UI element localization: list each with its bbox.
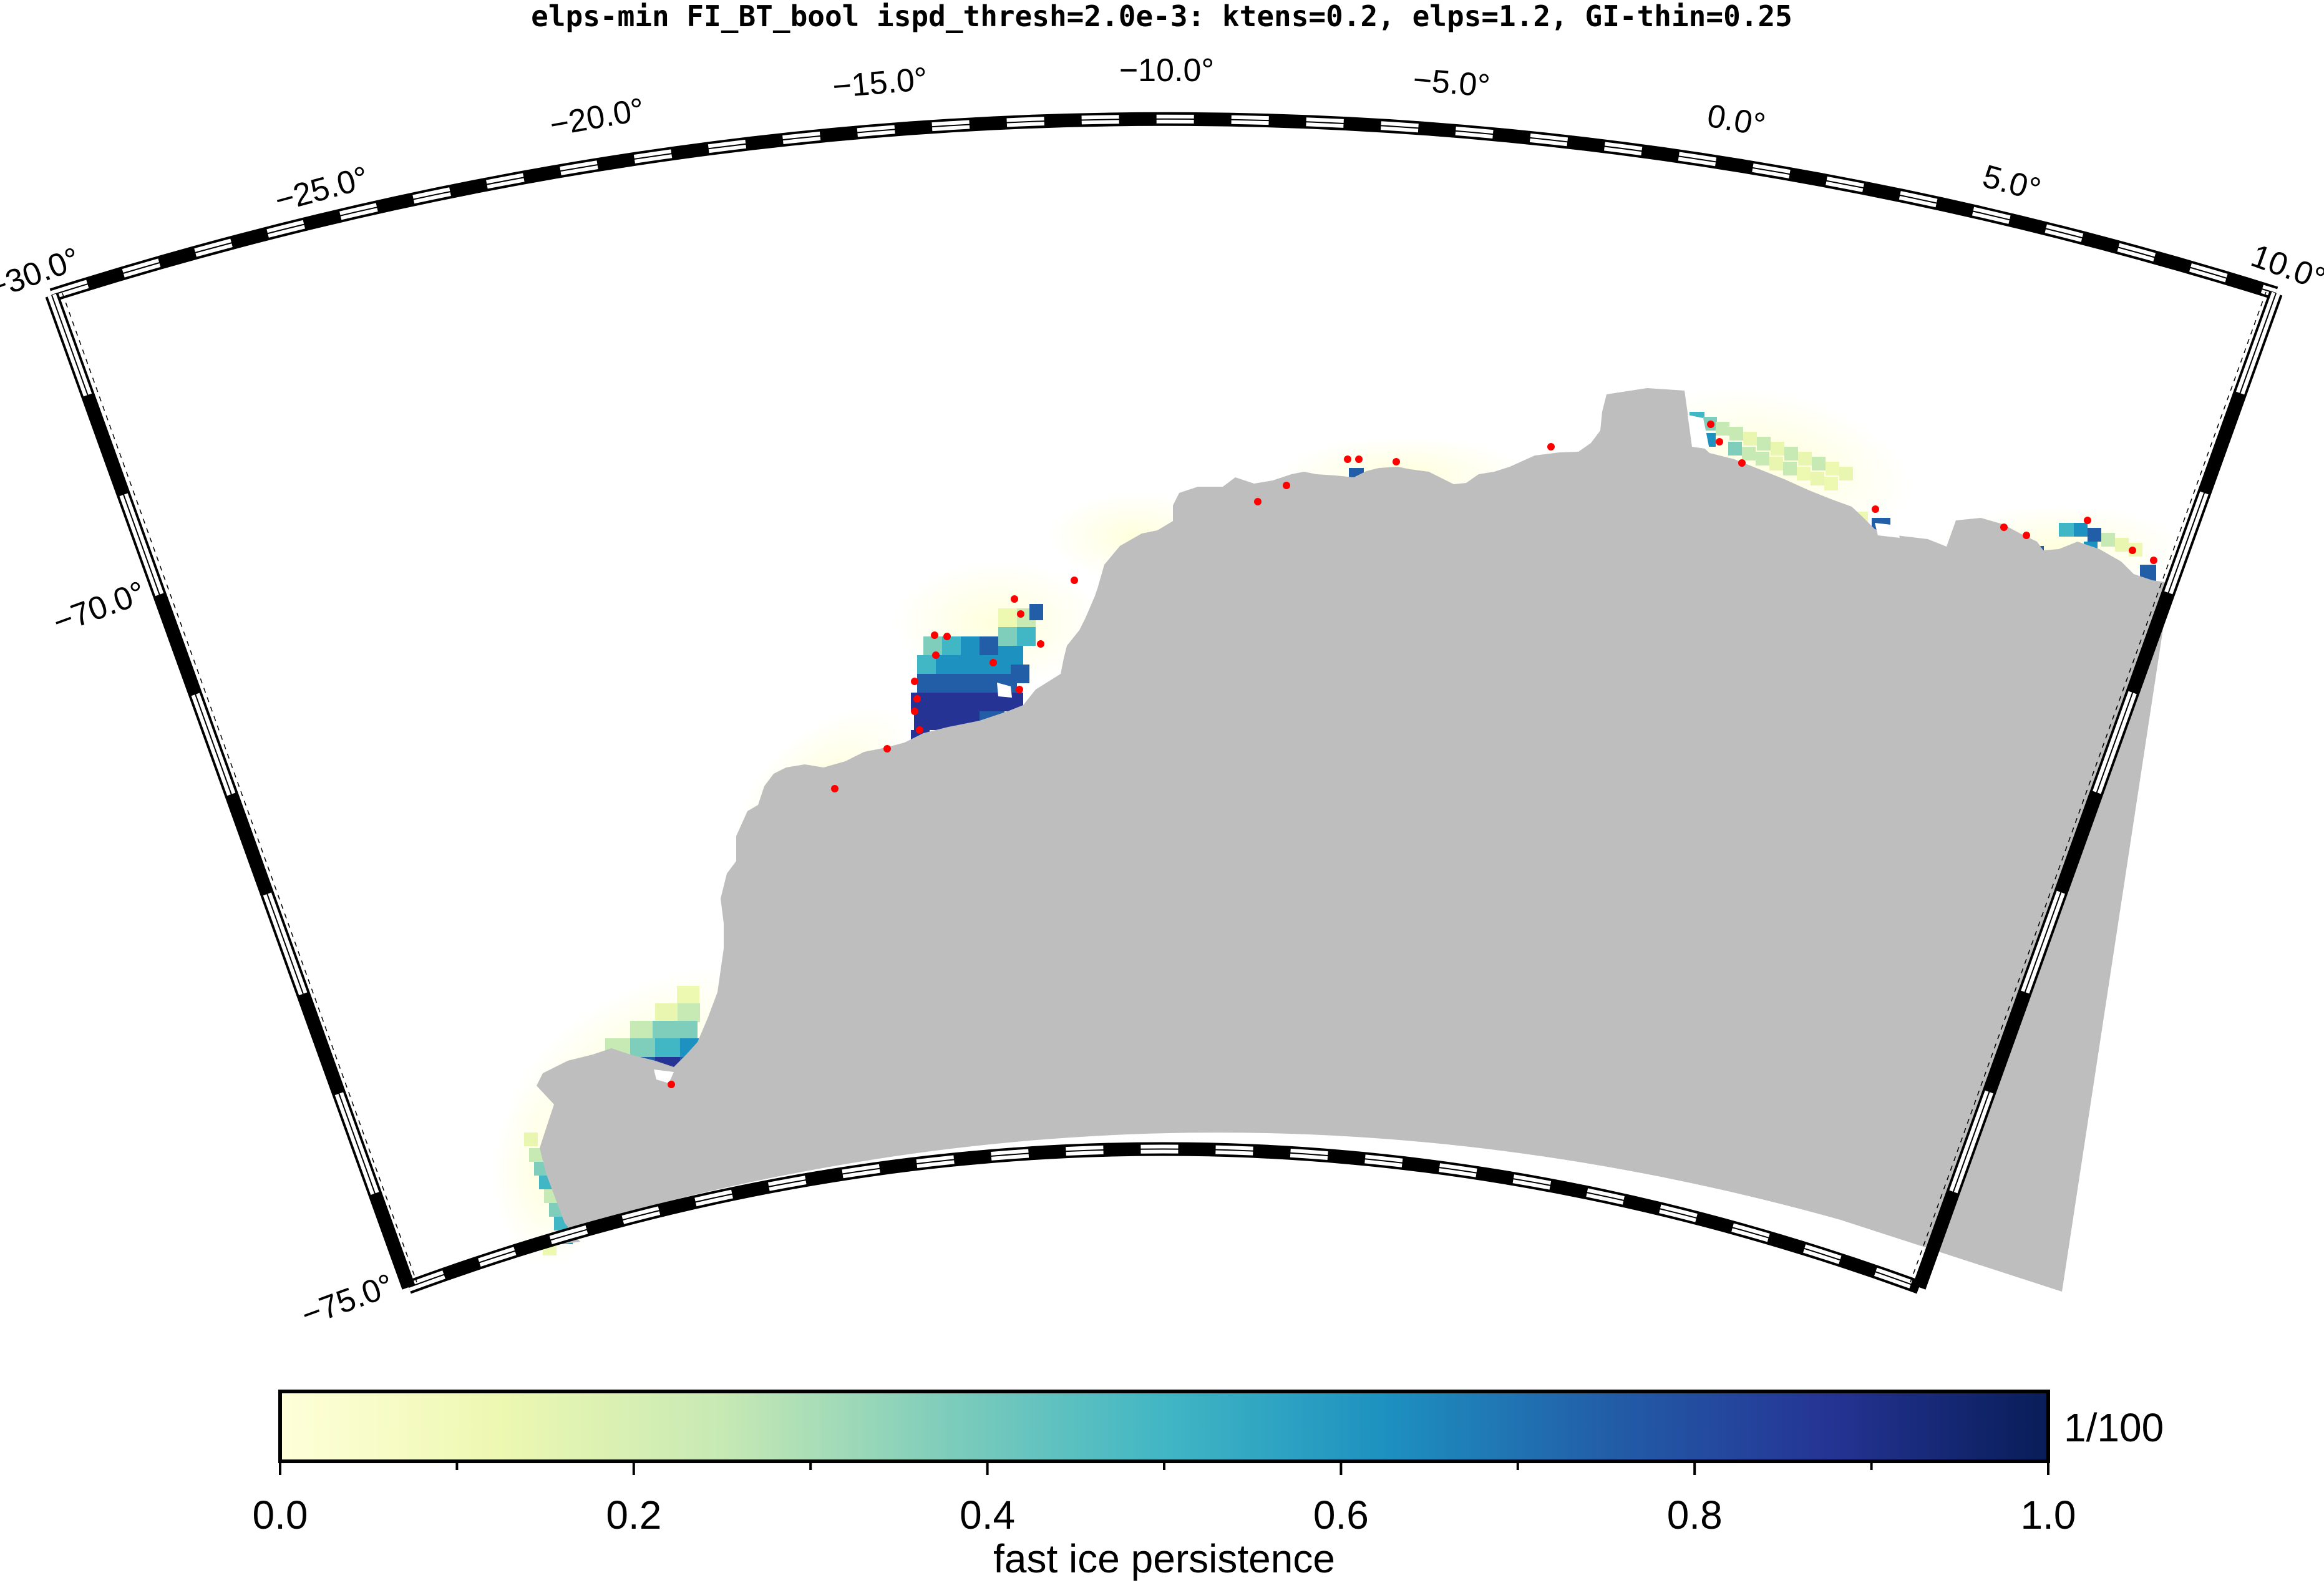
colorbar-unit-label: 1/100	[2064, 1405, 2164, 1450]
lon-label-minus10: −10.0°	[1119, 52, 1214, 89]
colorbar-tick-label: 1.0	[2021, 1493, 2076, 1537]
red-markers	[668, 421, 2157, 1088]
colorbar: 0.0 0.2 0.4 0.6 0.8 1.0 1/100 fast ice persis…	[253, 1390, 2164, 1581]
lon-label-5: 5.0°	[1979, 158, 2044, 208]
lon-label-minus5: −5.0°	[1411, 62, 1491, 105]
lat-label-minus75: −75.0°	[297, 1267, 399, 1334]
colorbar-title: fast ice persistence	[993, 1536, 1335, 1581]
colorbar-tick-label: 0.0	[253, 1493, 308, 1537]
lon-label-minus30: −30.0°	[0, 241, 85, 308]
lat-label-minus70: −70.0°	[49, 575, 150, 641]
longitude-labels: −30.0° −25.0° −20.0° −15.0° −10.0° −5.0°…	[0, 52, 2324, 307]
latitude-labels: −70.0° −75.0°	[49, 575, 399, 1334]
lon-label-minus20: −20.0°	[547, 91, 647, 144]
lon-label-minus15: −15.0°	[831, 61, 929, 105]
lon-label-0: 0.0°	[1704, 98, 1768, 144]
colorbar-tick-label: 0.4	[960, 1493, 1015, 1537]
land-mass	[487, 388, 2170, 1292]
colorbar-ticks: 0.0 0.2 0.4 0.6 0.8 1.0	[253, 1461, 2076, 1537]
colorbar-tick-label: 0.2	[606, 1493, 661, 1537]
coastal-inlets	[654, 415, 1900, 1083]
colorbar-gradient	[278, 1390, 2050, 1463]
map-title: elps-min FI_BT_bool ispd_thresh=2.0e-3: …	[531, 0, 1792, 33]
colorbar-tick-label: 0.8	[1667, 1493, 1723, 1537]
map-frame	[45, 112, 2283, 1294]
colorbar-tick-label: 0.6	[1313, 1493, 1369, 1537]
